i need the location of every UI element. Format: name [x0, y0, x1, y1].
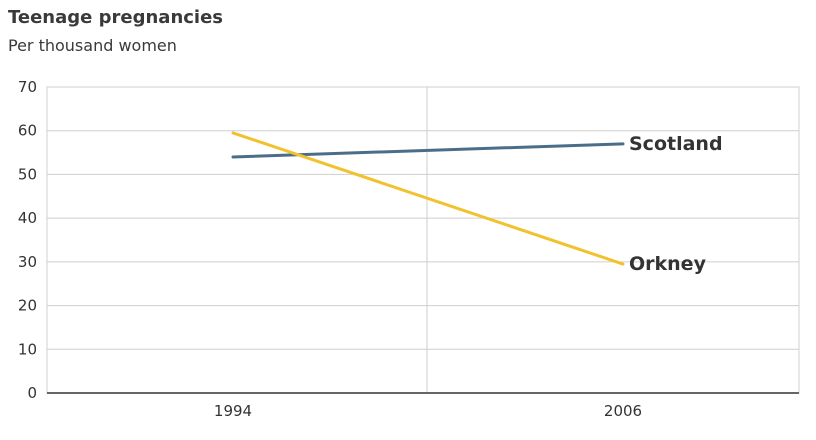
series-line-orkney [231, 131, 625, 266]
x-tick-label: 2006 [604, 402, 642, 420]
y-tick-label: 60 [18, 122, 37, 140]
series-lines [231, 131, 625, 266]
chart-title: Teenage pregnancies [8, 7, 224, 28]
y-tick-label: 30 [18, 253, 37, 271]
series-labels: Scotland Orkney [629, 133, 723, 275]
y-tick-label: 20 [18, 297, 37, 315]
x-tick-label: 1994 [214, 402, 252, 420]
y-axis-ticks: 0 10 20 30 40 50 60 70 [18, 78, 37, 402]
y-tick-label: 0 [27, 384, 37, 402]
y-tick-label: 40 [18, 209, 37, 227]
series-label-orkney: Orkney [629, 253, 707, 275]
y-tick-label: 50 [18, 165, 37, 183]
chart-subtitle: Per thousand women [8, 36, 177, 55]
y-tick-label: 70 [18, 78, 37, 96]
gridlines [47, 86, 799, 394]
y-tick-label: 10 [18, 340, 37, 358]
plot-area [46, 86, 800, 394]
x-axis-ticks: 1994 2006 [214, 402, 642, 420]
series-label-scotland: Scotland [629, 133, 723, 155]
